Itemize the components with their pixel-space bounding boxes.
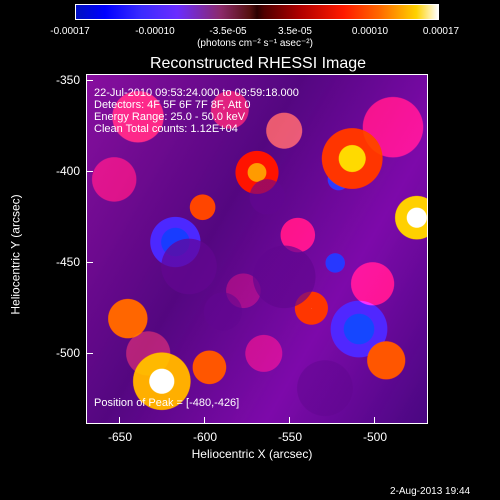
- y-axis-label: Heliocentric Y (arcsec): [8, 194, 23, 315]
- colorbar-tick-label-1: -0.00017: [50, 26, 90, 37]
- x-axis-label: Heliocentric X (arcsec): [191, 447, 313, 461]
- plot-area: 22-Jul-2010 09:53:24.000 to 09:59:18.000…: [86, 74, 428, 424]
- x-tick-mark-2: [204, 417, 205, 424]
- x-tick-label-2: -600: [192, 430, 218, 444]
- x-tick-label-3: -550: [277, 430, 303, 444]
- y-tick-mark-1: [86, 80, 93, 81]
- y-tick-label-1: -350: [55, 73, 80, 87]
- x-tick-label-4: -500: [362, 430, 388, 444]
- x-tick-mark-4: [374, 417, 375, 424]
- plot-title: Reconstructed RHESSI Image: [149, 55, 367, 72]
- colorbar-tick-label-4: 3.5e-05: [278, 26, 312, 37]
- x-tick-mark-1: [119, 417, 120, 424]
- y-tick-label-4: -500: [55, 346, 80, 360]
- x-tick-mark-3: [289, 417, 290, 424]
- x-tick-label-1: -650: [107, 430, 133, 444]
- y-tick-mark-2: [86, 171, 93, 172]
- colorbar-tick-label-2: -0.00010: [135, 26, 175, 37]
- y-tick-mark-3: [86, 262, 93, 263]
- y-tick-label-2: -400: [55, 164, 80, 178]
- rhessi-image: [87, 75, 427, 423]
- colorbar-units-label: (photons cm⁻² s⁻¹ asec⁻²): [197, 38, 313, 49]
- footer-timestamp: 2-Aug-2013 19:44: [390, 486, 471, 497]
- y-tick-mark-4: [86, 353, 93, 354]
- colorbar-tick-label-6: 0.00017: [422, 26, 460, 37]
- colorbar: [75, 4, 439, 20]
- y-tick-label-3: -450: [55, 255, 80, 269]
- colorbar-tick-label-5: 0.00010: [351, 26, 389, 37]
- colorbar-tick-label-3: -3.5e-05: [209, 26, 247, 37]
